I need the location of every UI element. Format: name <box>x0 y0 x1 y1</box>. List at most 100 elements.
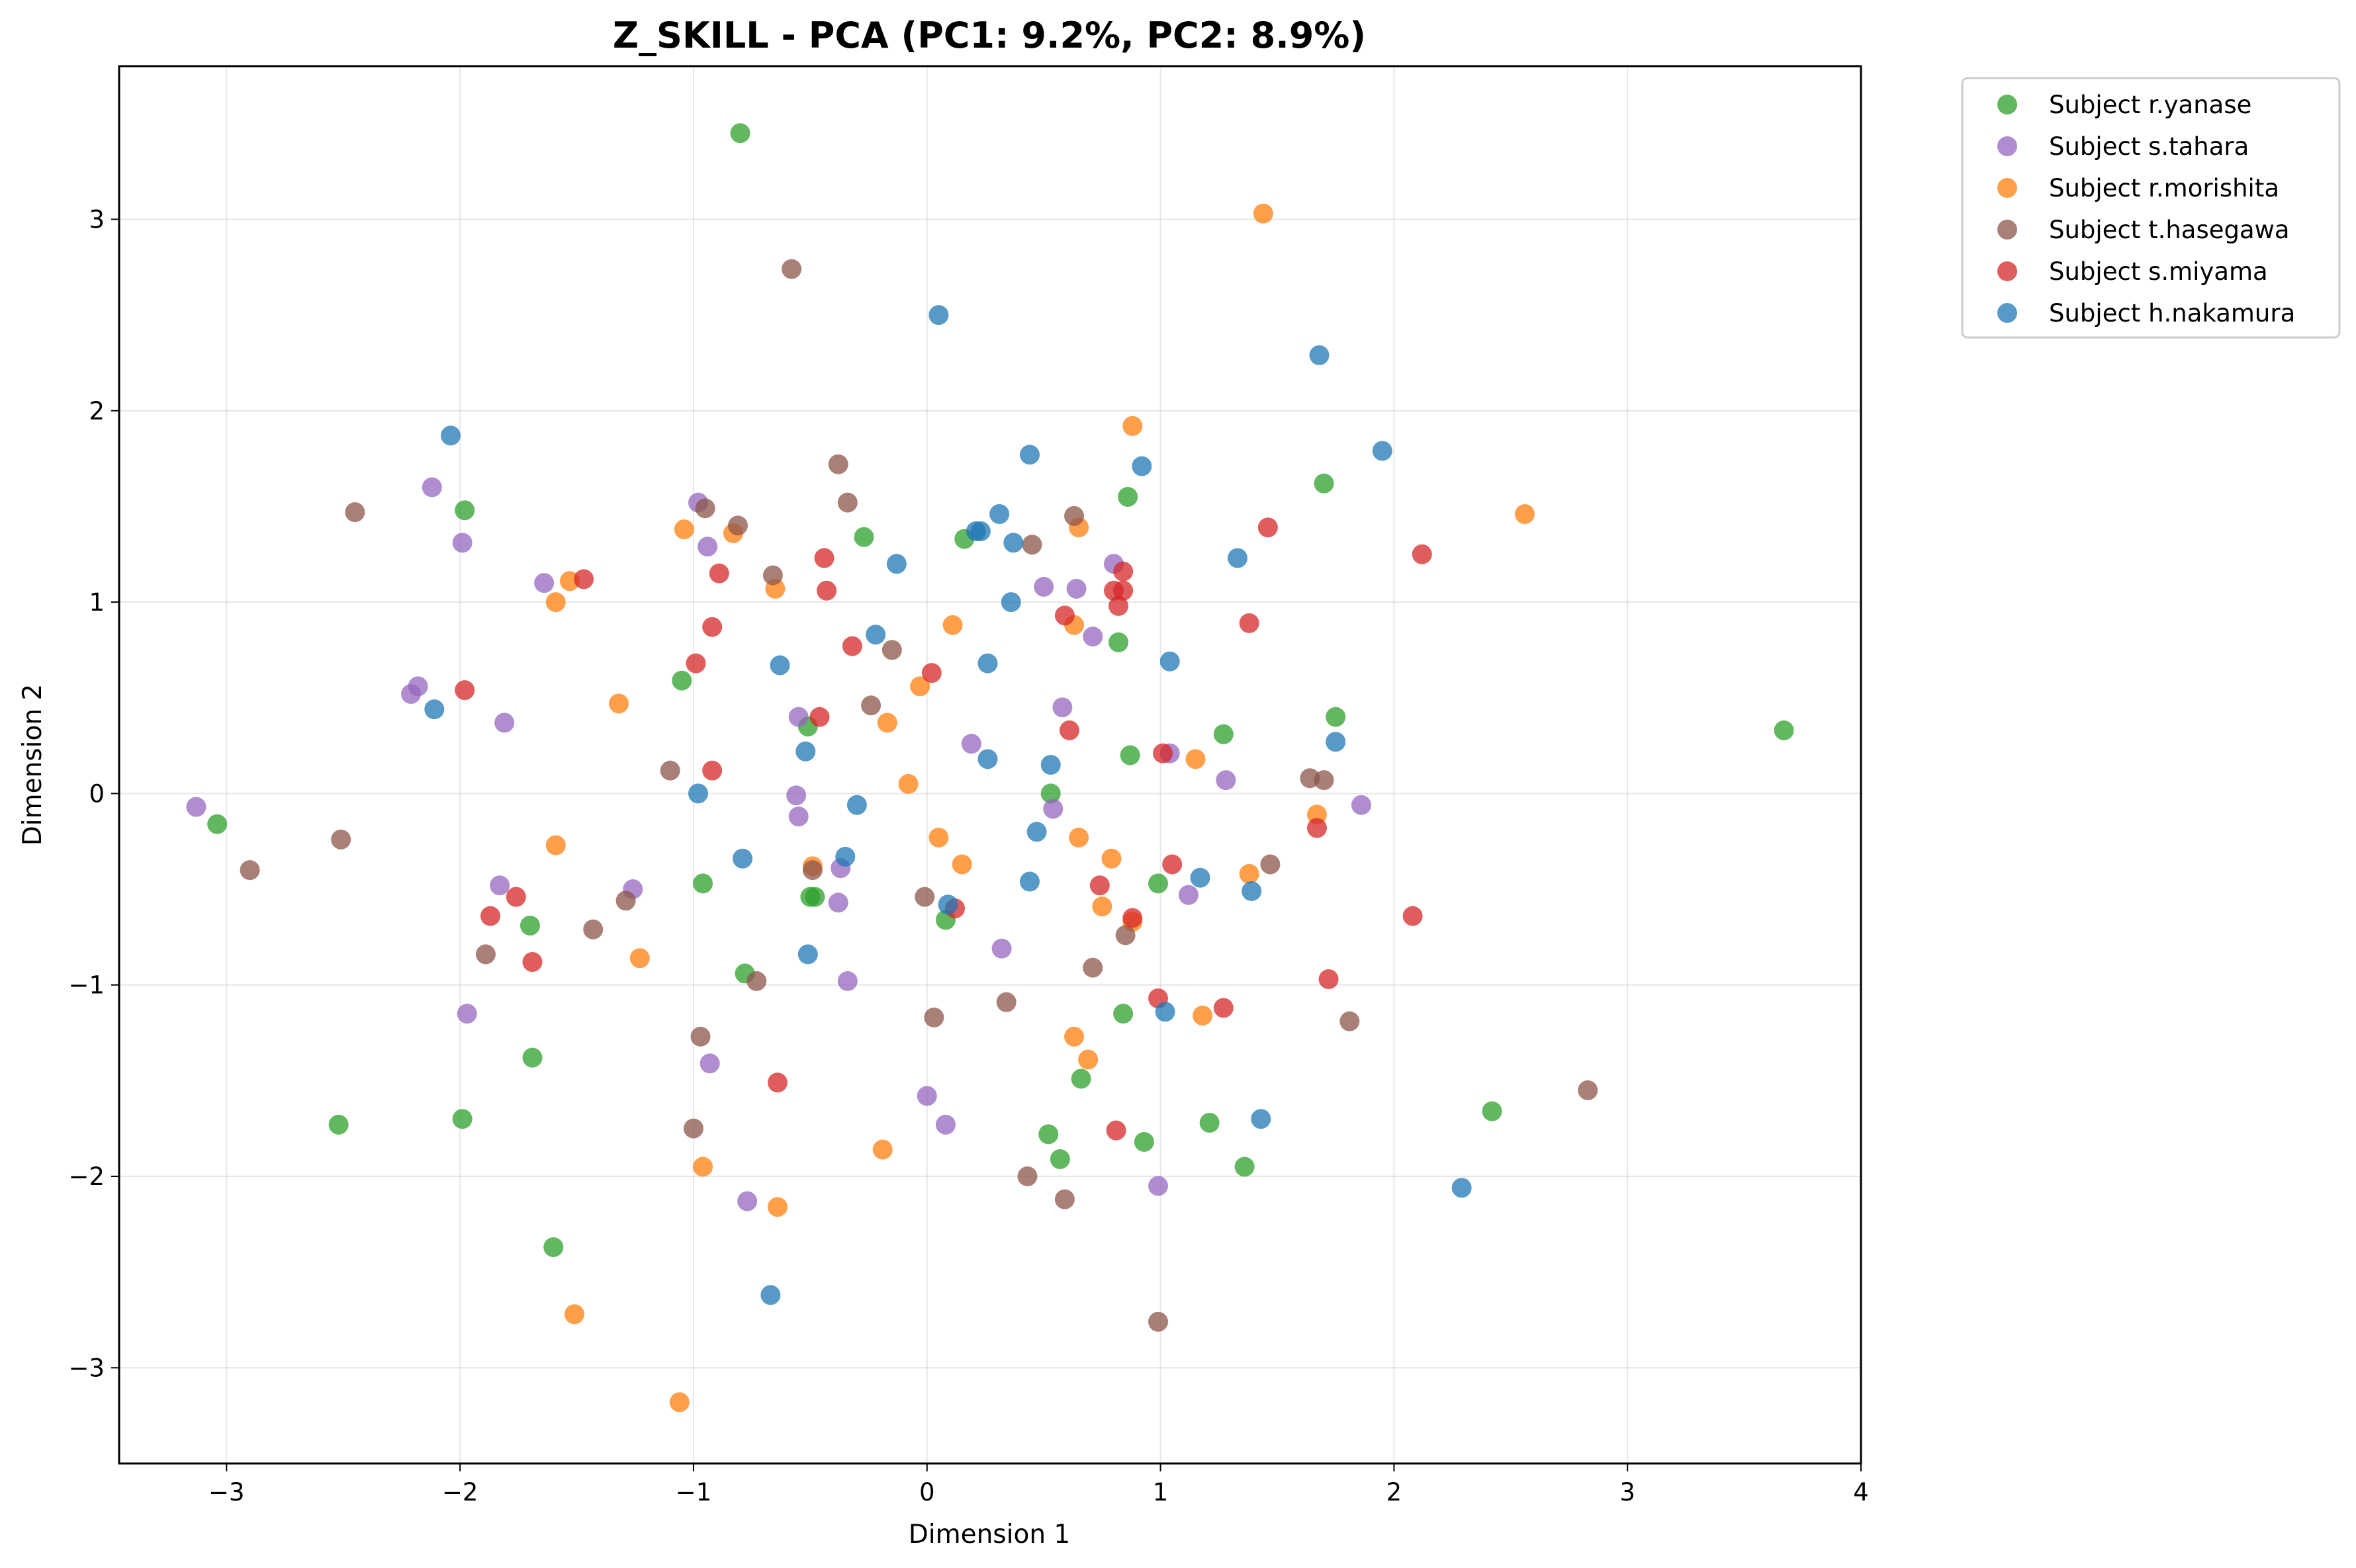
y-tick-label: 3 <box>89 205 105 234</box>
data-point <box>475 944 496 965</box>
data-point <box>207 814 228 834</box>
data-point <box>534 573 555 593</box>
data-point <box>1193 1006 1213 1026</box>
legend-label: Subject h.nakamura <box>2049 299 2295 327</box>
data-point <box>961 734 981 754</box>
data-point <box>1054 605 1075 626</box>
legend-label: Subject r.yanase <box>2049 91 2251 119</box>
data-point <box>440 425 461 446</box>
data-point <box>1306 818 1327 838</box>
data-point <box>522 951 543 972</box>
data-point <box>1109 595 1129 616</box>
data-point <box>1113 1004 1134 1024</box>
data-point <box>938 894 958 915</box>
data-point <box>452 533 473 553</box>
data-point <box>520 916 540 936</box>
data-point <box>1038 1124 1059 1145</box>
data-point <box>672 670 692 691</box>
data-point <box>1774 720 1794 740</box>
data-point <box>1314 473 1334 494</box>
legend-marker <box>1997 178 2017 198</box>
data-point <box>924 1007 944 1027</box>
data-point <box>1026 822 1047 842</box>
data-point <box>730 123 750 144</box>
data-point <box>1064 505 1085 526</box>
data-point <box>480 906 500 926</box>
data-point <box>788 806 809 827</box>
data-point <box>669 1392 690 1413</box>
data-point <box>1162 854 1183 875</box>
x-tick-label: −1 <box>676 1478 712 1506</box>
data-point <box>1040 755 1061 775</box>
data-point <box>809 707 830 727</box>
x-tick-label: −2 <box>442 1478 478 1506</box>
data-point <box>898 773 919 794</box>
data-point <box>186 797 206 817</box>
data-point <box>1260 854 1281 875</box>
data-point <box>1351 795 1371 815</box>
data-point <box>977 749 998 769</box>
data-point <box>331 829 351 849</box>
legend-marker <box>1997 303 2017 323</box>
data-point <box>802 860 823 881</box>
data-point <box>797 944 818 965</box>
data-point <box>877 713 897 733</box>
data-point <box>1064 1026 1085 1047</box>
data-point <box>1113 561 1134 582</box>
x-tick-label: −3 <box>208 1478 245 1506</box>
data-point <box>1052 697 1073 718</box>
data-point <box>693 873 713 894</box>
data-point <box>1109 632 1129 652</box>
data-point <box>762 565 783 586</box>
data-point <box>935 1114 956 1135</box>
data-point <box>1083 957 1103 978</box>
data-point <box>977 653 998 674</box>
data-point <box>543 1237 564 1258</box>
data-point <box>1148 1176 1169 1196</box>
data-point <box>1251 1109 1271 1129</box>
data-points <box>186 123 1794 1413</box>
data-point <box>1043 799 1064 819</box>
data-point <box>727 515 748 536</box>
data-point <box>1253 203 1273 224</box>
data-point <box>574 569 594 589</box>
data-point <box>1071 1068 1091 1089</box>
data-point <box>1242 881 1262 901</box>
data-point <box>1118 486 1138 507</box>
data-point <box>733 848 753 869</box>
data-point <box>767 1197 788 1217</box>
legend-label: Subject s.tahara <box>2049 132 2249 161</box>
data-point <box>782 259 802 279</box>
data-point <box>1185 749 1206 769</box>
data-point <box>1227 548 1247 568</box>
data-point <box>1113 580 1134 601</box>
data-point <box>700 1053 720 1074</box>
data-point <box>688 783 708 804</box>
data-point <box>545 835 566 855</box>
data-point <box>455 680 475 701</box>
data-point <box>1318 969 1339 990</box>
data-point <box>828 454 848 474</box>
data-point <box>1101 848 1122 869</box>
data-point <box>660 760 680 781</box>
data-point <box>929 305 949 326</box>
data-point <box>1022 535 1042 555</box>
data-point <box>1148 1311 1169 1332</box>
data-point <box>1122 908 1143 928</box>
legend-box <box>1961 77 2341 339</box>
data-point <box>1017 1166 1038 1187</box>
data-point <box>817 580 837 601</box>
data-point <box>786 785 807 806</box>
data-point <box>1372 441 1392 461</box>
data-point <box>609 693 629 714</box>
data-point <box>686 653 706 674</box>
data-point <box>1134 1131 1154 1152</box>
data-point <box>1155 1002 1175 1022</box>
data-point <box>917 1086 937 1106</box>
data-point <box>1309 345 1330 365</box>
data-point <box>1106 1120 1126 1141</box>
data-point <box>1115 925 1136 945</box>
data-point <box>1402 906 1423 926</box>
data-point <box>1001 592 1021 613</box>
legend-marker <box>1997 95 2017 114</box>
